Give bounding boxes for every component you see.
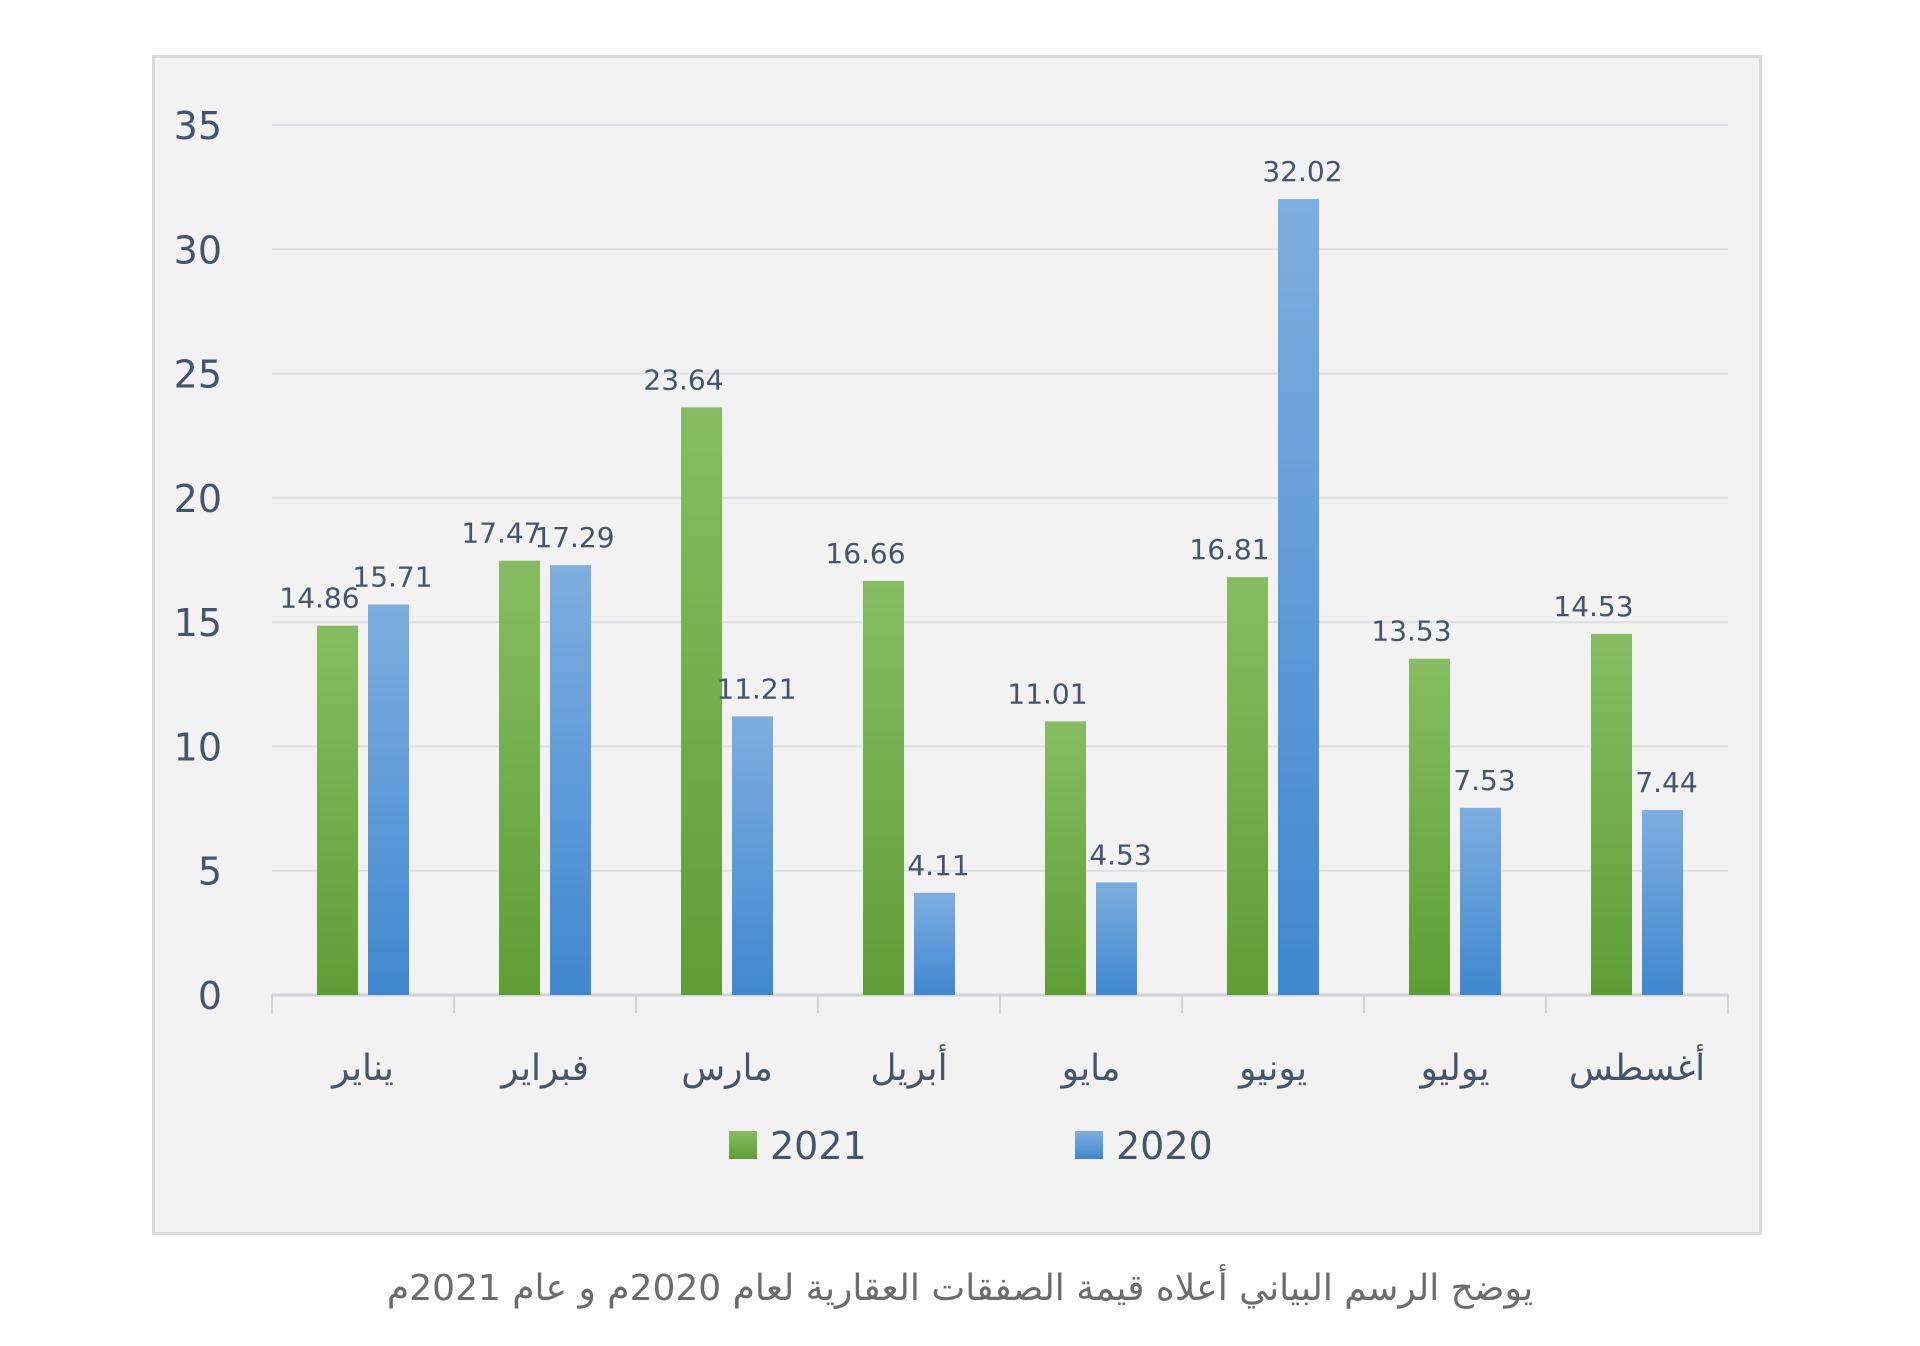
data-label-2020-3: 11.21 — [716, 672, 796, 705]
y-tick-label: 30 — [174, 228, 222, 272]
bar-2020-6 — [1278, 199, 1319, 995]
data-label-2021-4: 16.66 — [825, 537, 905, 570]
bar-2021-1 — [317, 625, 358, 995]
bar-2020-8 — [1642, 810, 1683, 995]
bars — [317, 199, 1683, 995]
bar-2021-7 — [1409, 658, 1450, 995]
x-tick-label: يوليو — [1418, 1048, 1489, 1089]
data-label-2020-4: 4.11 — [907, 849, 969, 882]
bar-2020-1 — [368, 604, 409, 995]
legend-swatch-2021 — [729, 1131, 757, 1159]
bar-2021-4 — [863, 580, 904, 995]
x-tick-label: مايو — [1060, 1048, 1121, 1089]
x-tick-label: يناير — [330, 1048, 394, 1089]
bar-2020-2 — [550, 565, 591, 995]
y-tick-label: 10 — [174, 725, 222, 769]
y-tick-label: 15 — [174, 601, 222, 645]
bar-2021-2 — [499, 560, 540, 995]
data-label-2020-2: 17.29 — [534, 521, 614, 554]
y-tick-label: 35 — [174, 104, 222, 148]
legend-label-2021: 2021 — [770, 1124, 867, 1168]
y-tick-label: 0 — [198, 974, 222, 1018]
x-tick-label: أغسطس — [1569, 1044, 1705, 1089]
legend-swatch-2020 — [1075, 1131, 1103, 1159]
chart-frame — [152, 55, 1762, 1235]
x-tick-label: مارس — [681, 1048, 773, 1089]
bar-2020-5 — [1096, 882, 1137, 995]
x-tick-label: فبراير — [499, 1048, 589, 1089]
gridlines — [271, 124, 1729, 1013]
legend-label-2020: 2020 — [1116, 1124, 1213, 1168]
bar-2020-7 — [1460, 807, 1501, 995]
data-label-2021-5: 11.01 — [1007, 677, 1087, 710]
data-label-2021-3: 23.64 — [643, 363, 723, 396]
y-tick-label: 25 — [174, 353, 222, 397]
data-label-2021-6: 16.81 — [1189, 533, 1269, 566]
legend: 2021 2020 — [729, 1124, 1213, 1168]
chart-caption: يوضح الرسم البياني أعلاه قيمة الصفقات ال… — [386, 1268, 1534, 1309]
data-label-2020-8: 7.44 — [1635, 766, 1697, 799]
data-label-2020-6: 32.02 — [1262, 155, 1342, 188]
x-tick-label: يونيو — [1237, 1048, 1307, 1089]
bar-2021-5 — [1045, 721, 1086, 995]
bar-2021-3 — [681, 407, 722, 995]
y-tick-label: 20 — [174, 477, 222, 521]
data-label-2020-5: 4.53 — [1089, 838, 1151, 871]
data-label-2020-7: 7.53 — [1453, 764, 1515, 797]
y-tick-label: 5 — [198, 850, 222, 894]
data-label-2021-7: 13.53 — [1371, 615, 1451, 648]
data-label-2021-2: 17.47 — [461, 517, 541, 550]
x-tick-label: أبريل — [870, 1044, 947, 1089]
bar-2020-4 — [914, 892, 955, 995]
bar-2021-8 — [1591, 633, 1632, 995]
bar-2021-6 — [1227, 577, 1268, 995]
data-label-2021-1: 14.86 — [279, 582, 359, 615]
data-label-2021-8: 14.53 — [1553, 590, 1633, 623]
data-label-2020-1: 15.71 — [352, 560, 432, 593]
bar-2020-3 — [732, 716, 773, 995]
